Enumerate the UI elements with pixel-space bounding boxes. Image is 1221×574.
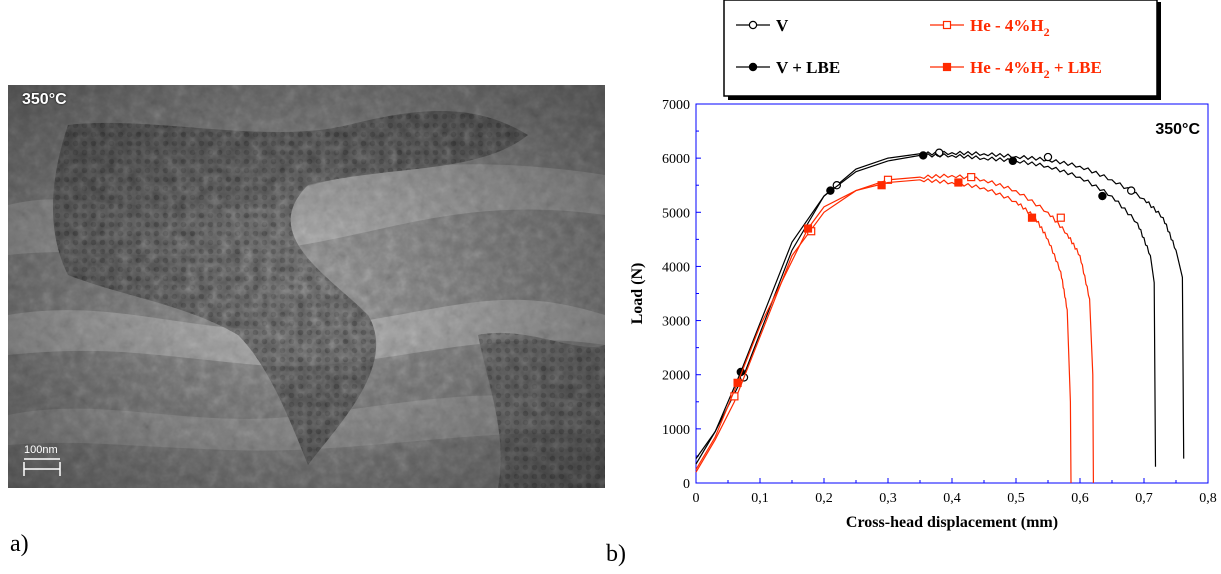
x-tick-label: 0,6 bbox=[1071, 491, 1089, 506]
series-1 bbox=[695, 151, 1157, 467]
x-tick-label: 0,8 bbox=[1199, 491, 1217, 506]
scale-bar bbox=[23, 458, 61, 476]
x-axis-label: Cross-head displacement (mm) bbox=[846, 514, 1058, 531]
series-marker bbox=[1056, 213, 1065, 222]
series-marker bbox=[1027, 213, 1037, 222]
series-marker bbox=[1127, 186, 1136, 195]
y-tick-label: 7000 bbox=[662, 98, 690, 113]
x-tick-label: 0,3 bbox=[879, 491, 897, 506]
series-marker bbox=[919, 151, 928, 160]
series-marker bbox=[877, 181, 886, 190]
y-tick-label: 2000 bbox=[662, 369, 690, 384]
x-tick-label: 0 bbox=[693, 491, 700, 506]
series-marker bbox=[1008, 156, 1017, 166]
y-tick-label: 6000 bbox=[662, 152, 690, 167]
legend-marker bbox=[942, 20, 952, 30]
chart-title: 350°C bbox=[1155, 121, 1200, 138]
plot-frame bbox=[695, 103, 1209, 484]
legend-marker bbox=[748, 20, 758, 30]
series-line bbox=[695, 153, 1157, 467]
series-marker bbox=[733, 378, 742, 387]
series-3 bbox=[695, 178, 1072, 484]
y-tick-label: 5000 bbox=[662, 206, 690, 221]
series-marker bbox=[967, 172, 976, 182]
sem-micrograph: 350°C 100nm bbox=[8, 85, 605, 488]
legend-label: V + LBE bbox=[776, 58, 840, 77]
x-tick-label: 0,5 bbox=[1007, 491, 1025, 506]
series-line bbox=[695, 150, 1185, 465]
series-line bbox=[695, 173, 1094, 484]
legend-marker bbox=[942, 62, 952, 72]
sem-temperature-label: 350°C bbox=[22, 91, 67, 108]
x-tick-label: 0,2 bbox=[815, 491, 833, 506]
legend-label: He - 4%H2 bbox=[970, 16, 1050, 39]
y-tick-label: 3000 bbox=[662, 315, 690, 330]
sem-image bbox=[8, 85, 605, 488]
series-marker bbox=[803, 224, 813, 233]
y-tick-label: 4000 bbox=[662, 260, 690, 275]
series-marker bbox=[826, 186, 835, 195]
legend-box bbox=[723, 0, 1158, 97]
plot-area: 0 0,1 0,2 0,3 0,4 0,5 0,6 0,7 0,8 0 1000 2000 3000 40… bbox=[629, 98, 1217, 531]
x-tick-label: 0,7 bbox=[1135, 491, 1153, 506]
x-tick-label: 0,1 bbox=[751, 491, 769, 506]
scale-bar-label: 100nm bbox=[24, 444, 58, 456]
y-tick-label: 0 bbox=[683, 477, 690, 492]
series-0 bbox=[695, 148, 1185, 465]
panel-a-label: a) bbox=[10, 531, 29, 557]
series-marker bbox=[730, 392, 739, 401]
series-line bbox=[695, 178, 1072, 484]
y-axis-label: Load (N) bbox=[629, 263, 646, 325]
panel-b-label: b) bbox=[606, 541, 626, 567]
legend-label: He - 4%H2 + LBE bbox=[970, 58, 1102, 81]
y-tick-label: 1000 bbox=[662, 423, 690, 438]
legend-marker bbox=[748, 62, 758, 72]
series-marker bbox=[1098, 191, 1107, 201]
series-marker bbox=[954, 178, 963, 187]
chart-legend: V V + LBE He - 4%H2 He - 4%H2 + LBE bbox=[723, 0, 1161, 100]
series-marker bbox=[1043, 152, 1053, 162]
x-tick-label: 0,4 bbox=[943, 491, 961, 506]
legend-label: V bbox=[776, 16, 789, 35]
load-displacement-chart: V V + LBE He - 4%H2 He - 4%H2 + LBE 0 0,1 0,2… bbox=[629, 0, 1217, 531]
series-marker bbox=[883, 175, 893, 184]
